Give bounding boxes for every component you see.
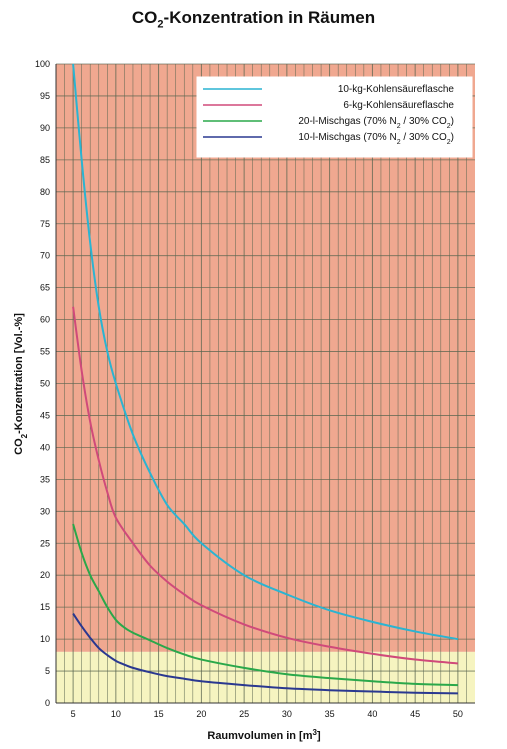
background-zones: [56, 64, 475, 703]
legend-label-text: 10-kg-Kohlensäureflasche: [338, 84, 455, 95]
legend-label-text: ): [451, 116, 454, 127]
y-tick-label: 95: [40, 91, 50, 101]
legend-label-sub: 2: [447, 123, 451, 130]
x-axis-label-end: ]: [317, 730, 321, 742]
y-tick-label: 60: [40, 315, 50, 325]
legend-label-sub: 2: [397, 139, 401, 146]
legend-label-text: / 30% CO: [401, 132, 447, 143]
grid-lines: [56, 63, 475, 704]
y-axis-label-sub: 2: [20, 433, 29, 438]
y-tick-label: 85: [40, 155, 50, 165]
zone-1: [56, 651, 475, 703]
y-tick-label: 75: [40, 219, 50, 229]
legend-label-text: 6-kg-Kohlensäureflasche: [343, 100, 454, 111]
legend-label-text: 20-l-Mischgas (70% N: [298, 116, 396, 127]
y-tick-label: 0: [45, 698, 50, 708]
series-line-1: [72, 306, 458, 665]
y-tick-label: 70: [40, 251, 50, 261]
x-tick-label: 25: [239, 709, 249, 719]
legend: 10-kg-Kohlensäureflasche 6-kg-Kohlensäure…: [196, 76, 473, 158]
x-tick-label: 30: [282, 709, 292, 719]
legend-label-sub: 2: [447, 139, 451, 146]
series-line-0: [72, 63, 459, 641]
y-tick-label: 15: [40, 602, 50, 612]
y-tick-label: 30: [40, 506, 50, 516]
y-tick-label: 10: [40, 634, 50, 644]
y-tick-label: 80: [40, 187, 50, 197]
legend-label-text: ): [451, 132, 454, 143]
legend-label-text: / 30% CO: [401, 116, 447, 127]
chart-title: CO2-Konzentration in Räumen: [131, 8, 376, 31]
x-tick-label: 45: [410, 709, 420, 719]
x-tick-label: 15: [154, 709, 164, 719]
x-axis-label: Raumvolumen in [m3]: [207, 728, 321, 743]
legend-label-sub: 2: [397, 123, 401, 130]
y-tick-label: 5: [45, 666, 50, 676]
legend-label-0: 10-kg-Kohlensäureflasche: [338, 84, 455, 95]
y-tick-label: 20: [40, 570, 50, 580]
y-axis-label: CO2-Konzentration [Vol.-%]: [13, 313, 29, 455]
y-axis-label-rest: -Konzentration [Vol.-%]: [13, 313, 25, 434]
legend-label-2: 20-l-Mischgas (70% N2 / 30% CO2): [298, 116, 454, 130]
x-axis-label-main: Raumvolumen in [m: [207, 730, 312, 742]
y-tick-label: 40: [40, 442, 50, 452]
x-tick-label: 20: [196, 709, 206, 719]
x-tick-label: 50: [453, 709, 463, 719]
series-line-3: [72, 612, 458, 695]
legend-label-3: 10-l-Mischgas (70% N2 / 30% CO2): [298, 132, 454, 146]
x-axis-label-sup: 3: [313, 728, 318, 737]
legend-label-text: 10-l-Mischgas (70% N: [298, 132, 396, 143]
x-tick-label: 5: [71, 709, 76, 719]
y-tick-label: 65: [40, 283, 50, 293]
x-tick-label: 40: [367, 709, 377, 719]
y-tick-label: 25: [40, 538, 50, 548]
axes: 5 10 15 20 25 30 35 40 45 50 0 5 10 15 20 25 30 35 40 45 50 5…: [35, 59, 475, 719]
y-tick-label: 100: [35, 59, 50, 69]
y-tick-label: 50: [40, 379, 50, 389]
series-lines: [72, 63, 459, 695]
y-tick-label: 45: [40, 410, 50, 420]
legend-box: [196, 76, 473, 158]
x-tick-label: 10: [111, 709, 121, 719]
legend-label-1: 6-kg-Kohlensäureflasche: [343, 100, 454, 111]
x-tick-label: 35: [325, 709, 335, 719]
y-tick-label: 55: [40, 347, 50, 357]
y-tick-label: 35: [40, 474, 50, 484]
y-axis-label-main: CO: [13, 438, 25, 455]
zone-0: [56, 64, 475, 652]
y-tick-label: 90: [40, 123, 50, 133]
series-line-2: [72, 523, 458, 687]
